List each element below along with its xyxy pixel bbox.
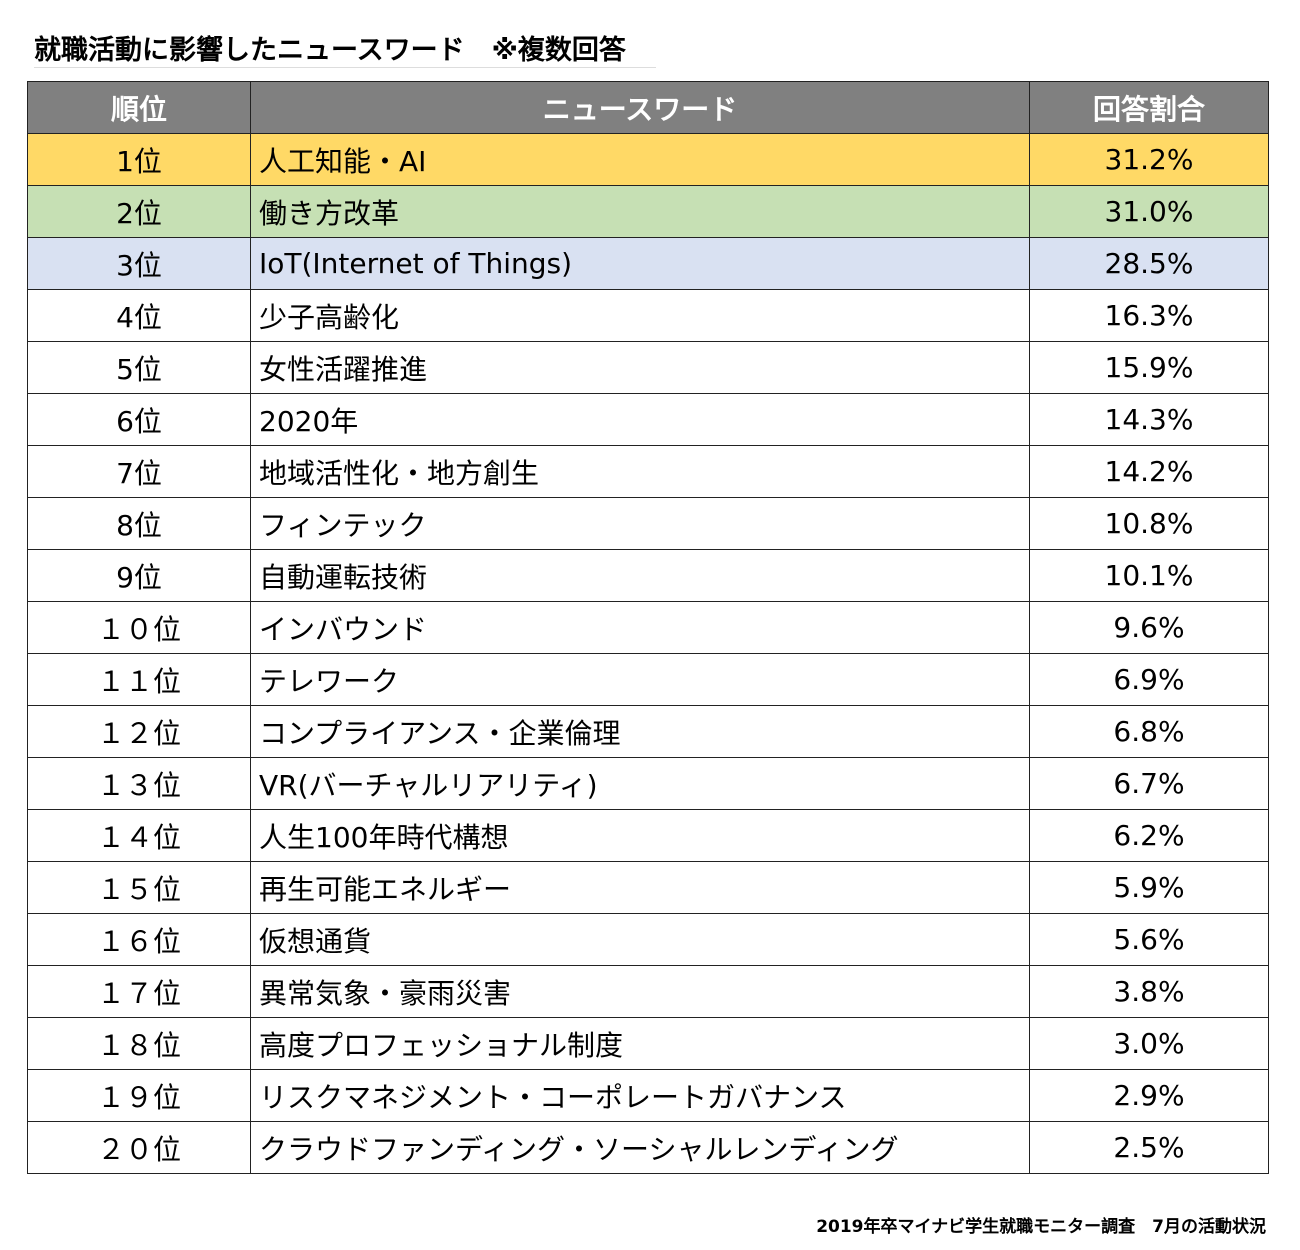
response-rate-cell: 16.3% — [1029, 289, 1269, 342]
table-row: 8位 フィンテック 10.8% — [27, 497, 1269, 550]
rank-cell: １９位 — [27, 1069, 251, 1122]
response-rate-cell: 14.2% — [1029, 445, 1269, 498]
table-row: １４位 人生100年時代構想 6.2% — [27, 809, 1269, 862]
table-row: 3位 IoT(Internet of Things) 28.5% — [27, 237, 1269, 290]
response-rate-cell: 31.2% — [1029, 133, 1269, 186]
rank-cell: 2位 — [27, 185, 251, 238]
page-title: 就職活動に影響したニュースワード ※複数回答 — [34, 28, 656, 68]
news-word-cell: 自動運転技術 — [250, 549, 1030, 602]
rank-cell: 5位 — [27, 341, 251, 394]
response-rate-cell: 2.9% — [1029, 1069, 1269, 1122]
table-row: 5位 女性活躍推進 15.9% — [27, 341, 1269, 394]
table-row: １２位 コンプライアンス・企業倫理 6.8% — [27, 705, 1269, 758]
table-row: 2位 働き方改革 31.0% — [27, 185, 1269, 238]
rank-cell: １６位 — [27, 913, 251, 966]
response-rate-cell: 10.8% — [1029, 497, 1269, 550]
table-row: 1位 人工知能・AI 31.2% — [27, 133, 1269, 186]
news-word-cell: 仮想通貨 — [250, 913, 1030, 966]
response-rate-cell: 3.0% — [1029, 1017, 1269, 1070]
news-word-cell: IoT(Internet of Things) — [250, 237, 1030, 290]
news-word-cell: 女性活躍推進 — [250, 341, 1030, 394]
news-word-cell: 高度プロフェッショナル制度 — [250, 1017, 1030, 1070]
response-rate-cell: 3.8% — [1029, 965, 1269, 1018]
rank-cell: １８位 — [27, 1017, 251, 1070]
news-word-cell: リスクマネジメント・コーポレートガバナンス — [250, 1069, 1030, 1122]
response-rate-cell: 28.5% — [1029, 237, 1269, 290]
rank-cell: ２０位 — [27, 1121, 251, 1174]
table-row: 6位 2020年 14.3% — [27, 393, 1269, 446]
header-news-word: ニュースワード — [250, 81, 1030, 134]
rank-cell: 9位 — [27, 549, 251, 602]
table-row: １８位 高度プロフェッショナル制度 3.0% — [27, 1017, 1269, 1070]
news-word-cell: フィンテック — [250, 497, 1030, 550]
news-word-cell: インバウンド — [250, 601, 1030, 654]
rank-cell: １２位 — [27, 705, 251, 758]
table-row: １９位 リスクマネジメント・コーポレートガバナンス 2.9% — [27, 1069, 1269, 1122]
response-rate-cell: 14.3% — [1029, 393, 1269, 446]
table-row: １６位 仮想通貨 5.6% — [27, 913, 1269, 966]
news-word-cell: 人生100年時代構想 — [250, 809, 1030, 862]
response-rate-cell: 6.8% — [1029, 705, 1269, 758]
rank-cell: １３位 — [27, 757, 251, 810]
table-row: １１位 テレワーク 6.9% — [27, 653, 1269, 706]
rank-cell: 6位 — [27, 393, 251, 446]
news-word-cell: テレワーク — [250, 653, 1030, 706]
response-rate-cell: 10.1% — [1029, 549, 1269, 602]
response-rate-cell: 6.9% — [1029, 653, 1269, 706]
news-word-cell: コンプライアンス・企業倫理 — [250, 705, 1030, 758]
news-word-cell: クラウドファンディング・ソーシャルレンディング — [250, 1121, 1030, 1174]
table-row: １０位 インバウンド 9.6% — [27, 601, 1269, 654]
rank-cell: 1位 — [27, 133, 251, 186]
rank-cell: １０位 — [27, 601, 251, 654]
news-word-cell: 異常気象・豪雨災害 — [250, 965, 1030, 1018]
response-rate-cell: 6.7% — [1029, 757, 1269, 810]
rank-cell: 4位 — [27, 289, 251, 342]
news-word-cell: 働き方改革 — [250, 185, 1030, 238]
news-word-cell: VR(バーチャルリアリティ) — [250, 757, 1030, 810]
table-row: ２０位 クラウドファンディング・ソーシャルレンディング 2.5% — [27, 1121, 1269, 1174]
rank-cell: 3位 — [27, 237, 251, 290]
header-response-rate: 回答割合 — [1029, 81, 1269, 134]
response-rate-cell: 2.5% — [1029, 1121, 1269, 1174]
rank-cell: １５位 — [27, 861, 251, 914]
response-rate-cell: 15.9% — [1029, 341, 1269, 394]
response-rate-cell: 9.6% — [1029, 601, 1269, 654]
rank-cell: 8位 — [27, 497, 251, 550]
news-word-table: 順位 ニュースワード 回答割合 1位 人工知能・AI 31.2% 2位 働き方改革 31.… — [27, 81, 1269, 1174]
news-word-cell: 人工知能・AI — [250, 133, 1030, 186]
table-row: １７位 異常気象・豪雨災害 3.8% — [27, 965, 1269, 1018]
rank-cell: １７位 — [27, 965, 251, 1018]
news-word-cell: 2020年 — [250, 393, 1030, 446]
header-rank: 順位 — [27, 81, 251, 134]
rank-cell: 7位 — [27, 445, 251, 498]
table-row: 9位 自動運転技術 10.1% — [27, 549, 1269, 602]
table-row: 7位 地域活性化・地方創生 14.2% — [27, 445, 1269, 498]
table-header-row: 順位 ニュースワード 回答割合 — [27, 81, 1269, 134]
news-word-cell: 再生可能エネルギー — [250, 861, 1030, 914]
response-rate-cell: 5.6% — [1029, 913, 1269, 966]
news-word-cell: 少子高齢化 — [250, 289, 1030, 342]
rank-cell: １４位 — [27, 809, 251, 862]
table-row: １３位 VR(バーチャルリアリティ) 6.7% — [27, 757, 1269, 810]
response-rate-cell: 6.2% — [1029, 809, 1269, 862]
news-word-cell: 地域活性化・地方創生 — [250, 445, 1030, 498]
rank-cell: １１位 — [27, 653, 251, 706]
response-rate-cell: 31.0% — [1029, 185, 1269, 238]
table-row: 4位 少子高齢化 16.3% — [27, 289, 1269, 342]
table-row: １５位 再生可能エネルギー 5.9% — [27, 861, 1269, 914]
response-rate-cell: 5.9% — [1029, 861, 1269, 914]
source-note: 2019年卒マイナビ学生就職モニター調査 7月の活動状況 — [816, 1217, 1266, 1237]
